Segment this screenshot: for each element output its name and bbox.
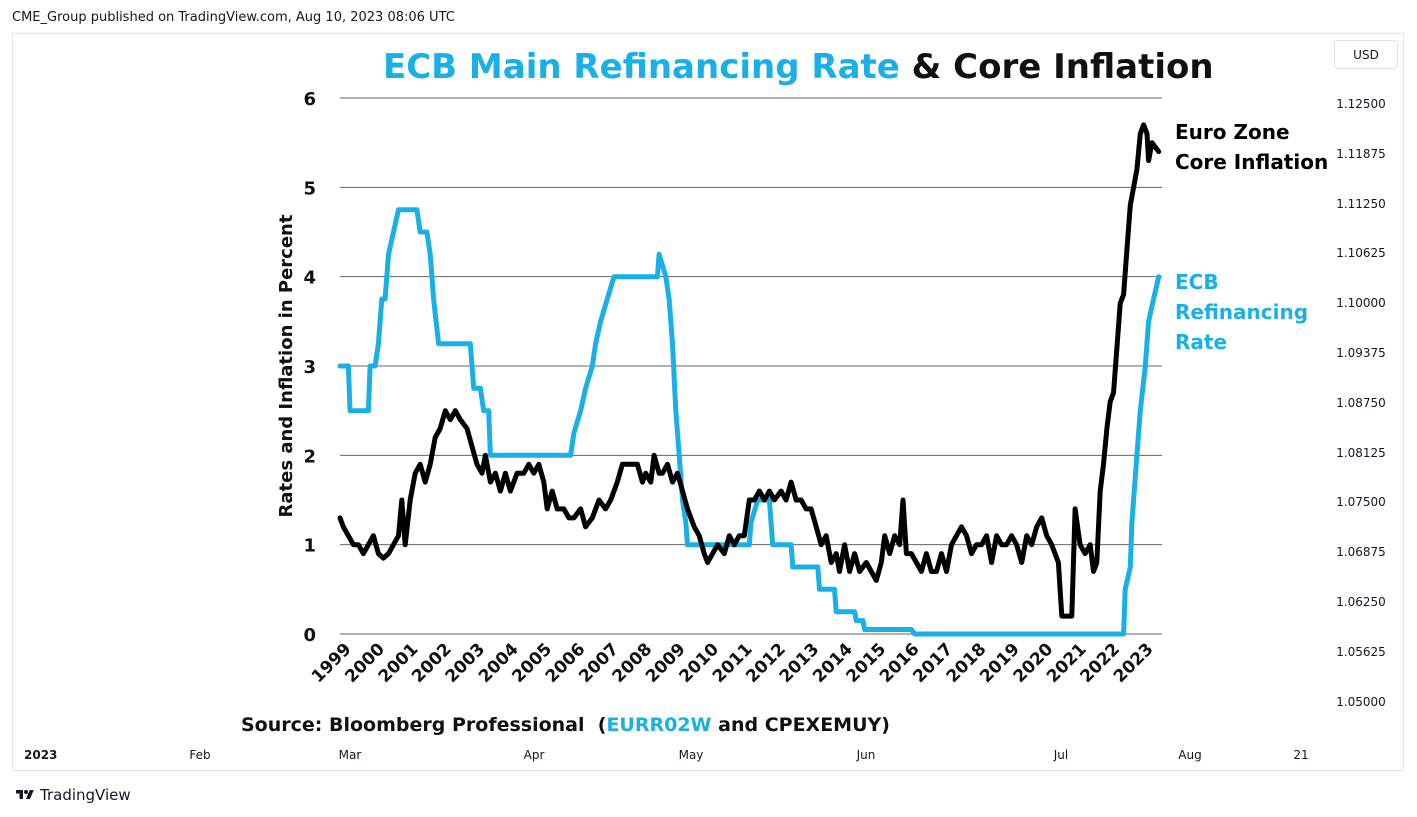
chart-title-part: ECB Main Refinancing Rate [383, 47, 900, 87]
price-axis-label: 1.10000 [1336, 296, 1386, 311]
price-axis-label: 1.05625 [1336, 644, 1386, 659]
time-axis-label: Aug [1178, 748, 1202, 762]
footer-brand: TradingView [40, 786, 131, 804]
source-part: and CPEXEMUY) [712, 714, 890, 736]
price-axis-label: 1.12500 [1336, 97, 1386, 111]
price-axis-label: 1.08125 [1336, 445, 1386, 460]
x-tick-labels: 1999200020012002200320042005200620072008… [308, 639, 1158, 687]
time-axis-label: 21 [1293, 748, 1309, 762]
time-axis-label: 2023 [24, 748, 58, 762]
series-lines [337, 122, 1162, 637]
footer: TradingView [14, 786, 131, 804]
y-tick-labels: 0 1 2 3 4 5 6 [303, 89, 316, 646]
y-tick-label: 4 [303, 268, 316, 289]
legend-ecb-rate: ECB Refinancing Rate [1175, 270, 1308, 354]
price-axis-label: 1.11875 [1336, 146, 1386, 161]
y-tick-label: 0 [303, 625, 316, 646]
legend-label: Rate [1175, 330, 1227, 354]
currency-button[interactable]: USD [1334, 40, 1398, 69]
y-tick-label: 6 [303, 89, 316, 110]
time-axis-label: Jul [1053, 748, 1069, 762]
source-note: Source: Bloomberg Professional (EURR02W … [241, 714, 890, 736]
price-axis-label: 1.08750 [1336, 395, 1386, 410]
price-axis-label: 1.10625 [1336, 246, 1386, 261]
source-part: EURR02W [606, 714, 711, 736]
price-axis-label: 1.07500 [1336, 495, 1386, 510]
chart-title-part: & Core Inflation [900, 47, 1214, 87]
chart-title: ECB Main Refinancing Rate & Core Inflati… [383, 47, 1214, 87]
y-tick-label: 2 [303, 446, 316, 467]
price-axis-label: 1.06250 [1336, 595, 1386, 609]
price-axis-label: 1.11250 [1336, 196, 1386, 211]
source-part: Source: Bloomberg Professional ( [241, 714, 606, 736]
publish-info: CME_Group published on TradingView.com, … [12, 10, 455, 25]
chart-pane[interactable] [12, 33, 1404, 771]
legend-label: Refinancing [1175, 300, 1308, 324]
tradingview-logo-icon [16, 790, 34, 799]
time-axis-label: Jun [856, 748, 876, 762]
time-axis-label: Apr [523, 748, 545, 762]
y-axis-label: Rates and Inflation in Percent [276, 214, 297, 517]
gridlines [340, 97, 1162, 635]
legend-label: Core Inflation [1175, 150, 1328, 174]
y-tick-label: 3 [303, 357, 316, 378]
legend-label: Euro Zone [1175, 120, 1290, 144]
y-tick-label: 1 [303, 536, 316, 557]
legend-core-inflation: Euro Zone Core Inflation [1175, 120, 1328, 174]
price-axis-label: 1.05000 [1336, 694, 1386, 709]
time-axis-label: Feb [189, 748, 211, 762]
series-line-ecb-rate [337, 207, 1162, 637]
time-axis-label: May [678, 748, 704, 762]
series-line-core-inflation [337, 122, 1162, 619]
price-axis-label: 1.06875 [1336, 545, 1386, 560]
legend-label: ECB [1175, 270, 1219, 294]
y-tick-label: 5 [303, 178, 316, 199]
price-axis-label: 1.09375 [1336, 346, 1386, 360]
time-axis-label: Mar [338, 748, 362, 762]
